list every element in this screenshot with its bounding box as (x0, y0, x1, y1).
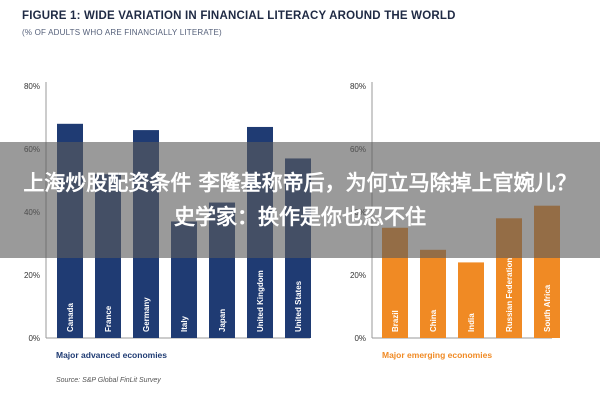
chart-title: FIGURE 1: WIDE VARIATION IN FINANCIAL LI… (22, 10, 456, 22)
bar-label-india: India (467, 313, 476, 332)
bar-label-united-states: United States (294, 280, 303, 332)
y-tick-label-advanced: 0% (28, 334, 40, 343)
y-tick-label-emerging: 80% (350, 82, 366, 91)
y-tick-label-advanced: 80% (24, 82, 40, 91)
bar-label-italy: Italy (180, 315, 189, 332)
bar-label-russian-federation: Russian Federation (505, 258, 514, 332)
bar-china (420, 249, 446, 338)
y-tick-label-advanced: 20% (24, 271, 40, 280)
bar-label-china: China (429, 309, 438, 332)
bar-label-south-africa: South Africa (543, 284, 552, 332)
group-label-advanced: Major advanced economies (56, 350, 167, 360)
y-tick-label-emerging: 0% (354, 334, 366, 343)
bar-label-united-kingdom: United Kingdom (256, 270, 265, 332)
group-label-emerging: Major emerging economies (382, 350, 492, 360)
bar-label-japan: Japan (218, 309, 227, 332)
headline-text[interactable]: 上海炒股配资条件 李隆基称帝后，为何立马除掉上官婉儿？史学家：换作是你也忍不住 (23, 171, 577, 229)
chart-subtitle: (% OF ADULTS WHO ARE FINANCIALLY LITERAT… (22, 28, 222, 37)
bar-label-brazil: Brazil (391, 310, 400, 332)
headline-overlay[interactable]: 上海炒股配资条件 李隆基称帝后，为何立马除掉上官婉儿？史学家：换作是你也忍不住 (0, 142, 600, 258)
bar-india (458, 262, 484, 338)
bar-label-canada: Canada (66, 303, 75, 332)
source-note: Source: S&P Global FinLit Survey (56, 377, 161, 384)
bar-label-france: France (104, 305, 113, 332)
bar-label-germany: Germany (142, 297, 151, 332)
y-tick-label-emerging: 20% (350, 271, 366, 280)
